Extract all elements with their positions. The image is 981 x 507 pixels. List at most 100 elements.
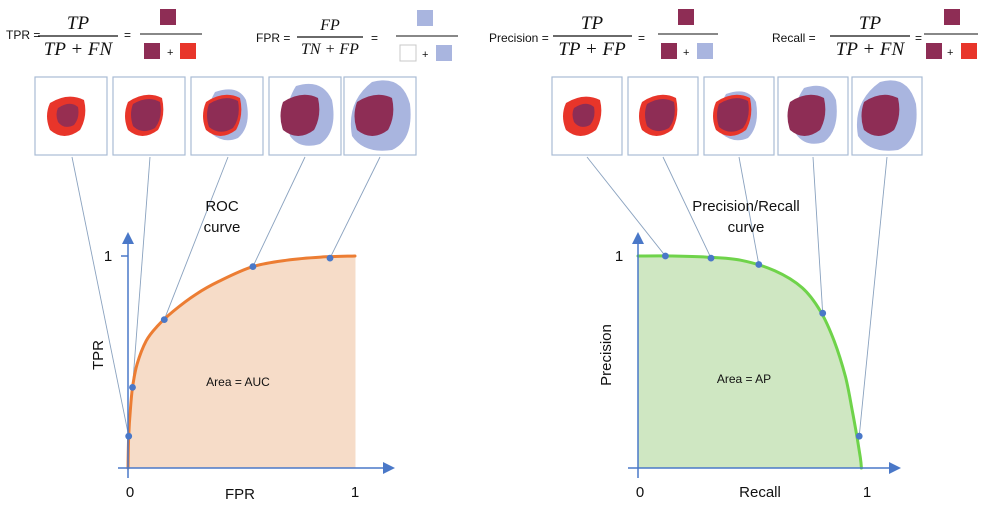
fpr-tn-square bbox=[399, 44, 417, 62]
pr-y-axis-label: Precision bbox=[598, 324, 615, 386]
roc-thumbnail-3-true-positive bbox=[207, 98, 239, 132]
recall-formula: Recall = TP TP + FN = + bbox=[772, 9, 978, 60]
roc-area-fill bbox=[127, 255, 356, 469]
recall-numerator: TP bbox=[859, 13, 882, 34]
pr-operating-point-1 bbox=[662, 252, 669, 260]
recall-tp-square bbox=[944, 9, 960, 25]
precision-tp-square bbox=[678, 9, 694, 25]
roc-thumbnail-5 bbox=[343, 76, 417, 156]
fpr-formula-label: FPR = bbox=[256, 31, 290, 45]
pr-x-tick-label-0: 0 bbox=[636, 484, 644, 501]
pr-x-axis-label: Recall bbox=[739, 484, 781, 501]
roc-guide-lines bbox=[71, 156, 381, 437]
roc-thumbnail-2-true-positive bbox=[131, 98, 161, 132]
pr-guide-line-1 bbox=[586, 156, 666, 257]
recall-equals: = bbox=[915, 31, 922, 45]
pr-operating-point-3 bbox=[755, 261, 763, 268]
precision-denominator: TP + FP bbox=[558, 39, 626, 60]
precision-plus: + bbox=[683, 47, 689, 59]
tpr-formula: TPR = TP TP + FN = + bbox=[6, 9, 202, 60]
pr-thumbnail-2-true-positive bbox=[645, 98, 675, 132]
roc-thumbnail-4-true-positive bbox=[280, 94, 320, 136]
tpr-numerator: TP bbox=[67, 13, 90, 34]
pr-thumbnail-2 bbox=[627, 76, 699, 156]
pr-curve-label-line1: Precision/Recall bbox=[692, 198, 800, 215]
precision-fp-square bbox=[697, 43, 713, 59]
roc-area-label: Area = AUC bbox=[206, 375, 270, 389]
roc-thumbnail-4 bbox=[268, 76, 342, 156]
pr-thumbnail-1-true-positive bbox=[572, 103, 595, 127]
pr-operating-point-2 bbox=[707, 254, 715, 262]
pr-operating-point-4 bbox=[819, 309, 827, 317]
pr-thumbnail-4-true-positive bbox=[787, 94, 826, 136]
precision-numerator: TP bbox=[581, 13, 604, 34]
roc-guide-line-3 bbox=[163, 156, 229, 320]
pr-guide-line-2 bbox=[662, 156, 712, 259]
recall-tp-square-denominator bbox=[926, 43, 942, 59]
recall-plus: + bbox=[947, 47, 953, 59]
pr-operating-points bbox=[662, 252, 863, 440]
roc-operating-points bbox=[125, 254, 334, 440]
roc-operating-point-5 bbox=[326, 254, 334, 262]
pr-area-fill bbox=[637, 255, 862, 469]
pr-guide-line-5 bbox=[858, 156, 888, 437]
roc-thumbnail-1 bbox=[34, 76, 108, 156]
precision-formula-label: Precision = bbox=[489, 31, 549, 45]
fpr-fp-square-denominator bbox=[436, 45, 452, 61]
fpr-plus: + bbox=[422, 49, 428, 61]
roc-guide-line-5 bbox=[329, 156, 381, 259]
pr-thumbnail-5 bbox=[851, 76, 923, 156]
roc-thumbnail-1-true-positive bbox=[56, 103, 79, 127]
pr-guide-line-4 bbox=[812, 156, 824, 314]
pr-chart: Precision/Recall curve Area = AP 1 0 1 R… bbox=[586, 156, 901, 501]
roc-operating-point-4 bbox=[249, 263, 257, 270]
roc-guide-line-2 bbox=[132, 156, 151, 388]
pr-thumbnail-4 bbox=[777, 76, 849, 156]
roc-thumbnail-5-true-positive bbox=[354, 94, 394, 136]
roc-operating-point-2 bbox=[129, 384, 136, 391]
pr-area-label: Area = AP bbox=[717, 372, 771, 386]
roc-curve-label-line1: ROC bbox=[205, 198, 239, 215]
roc-y-axis-label: TPR bbox=[90, 340, 107, 370]
fpr-denominator: TN + FP bbox=[301, 41, 359, 58]
pr-y-tick-label-1: 1 bbox=[615, 248, 623, 265]
pr-x-tick-label-1: 1 bbox=[863, 484, 871, 501]
recall-formula-label: Recall = bbox=[772, 31, 816, 45]
roc-chart: ROC curve Area = AUC 1 0 1 FPR TPR bbox=[71, 156, 395, 503]
tpr-equals: = bbox=[124, 28, 131, 42]
tpr-tp-square bbox=[160, 9, 176, 25]
pr-thumbnail-strip bbox=[551, 76, 923, 156]
precision-equals: = bbox=[638, 31, 645, 45]
pr-curve-label-line2: curve bbox=[728, 219, 765, 236]
pr-thumbnail-3-true-positive bbox=[717, 98, 749, 132]
pr-thumbnail-3 bbox=[703, 76, 775, 156]
recall-fn-square bbox=[961, 43, 977, 59]
tpr-formula-label: TPR = bbox=[6, 28, 40, 42]
roc-operating-point-3 bbox=[160, 316, 168, 323]
fpr-fp-square bbox=[417, 10, 433, 26]
fpr-equals: = bbox=[371, 31, 378, 45]
roc-thumbnail-3 bbox=[190, 76, 264, 156]
tpr-denominator: TP + FN bbox=[44, 39, 114, 60]
roc-operating-point-1 bbox=[125, 432, 133, 440]
roc-x-axis-label: FPR bbox=[225, 486, 255, 503]
tpr-fn-square bbox=[180, 43, 196, 59]
pr-guide-lines bbox=[586, 156, 888, 437]
roc-curve-label-line2: curve bbox=[204, 219, 241, 236]
fpr-numerator: FP bbox=[319, 17, 340, 34]
roc-thumbnail-2 bbox=[112, 76, 186, 156]
pr-guide-line-3 bbox=[738, 156, 760, 265]
roc-y-tick-label-1: 1 bbox=[104, 248, 112, 265]
roc-guide-line-4 bbox=[252, 156, 306, 267]
recall-denominator: TP + FN bbox=[836, 39, 906, 60]
fpr-formula: FPR = FP TN + FP = + bbox=[256, 10, 458, 62]
precision-tp-square-denominator bbox=[661, 43, 677, 59]
tpr-tp-square-denominator bbox=[144, 43, 160, 59]
pr-thumbnail-5-true-positive bbox=[861, 94, 900, 136]
roc-thumbnail-strip bbox=[34, 76, 417, 156]
roc-x-tick-label-0: 0 bbox=[126, 484, 134, 501]
pr-thumbnail-1 bbox=[551, 76, 623, 156]
roc-x-tick-label-1: 1 bbox=[351, 484, 359, 501]
tpr-plus: + bbox=[167, 47, 173, 59]
